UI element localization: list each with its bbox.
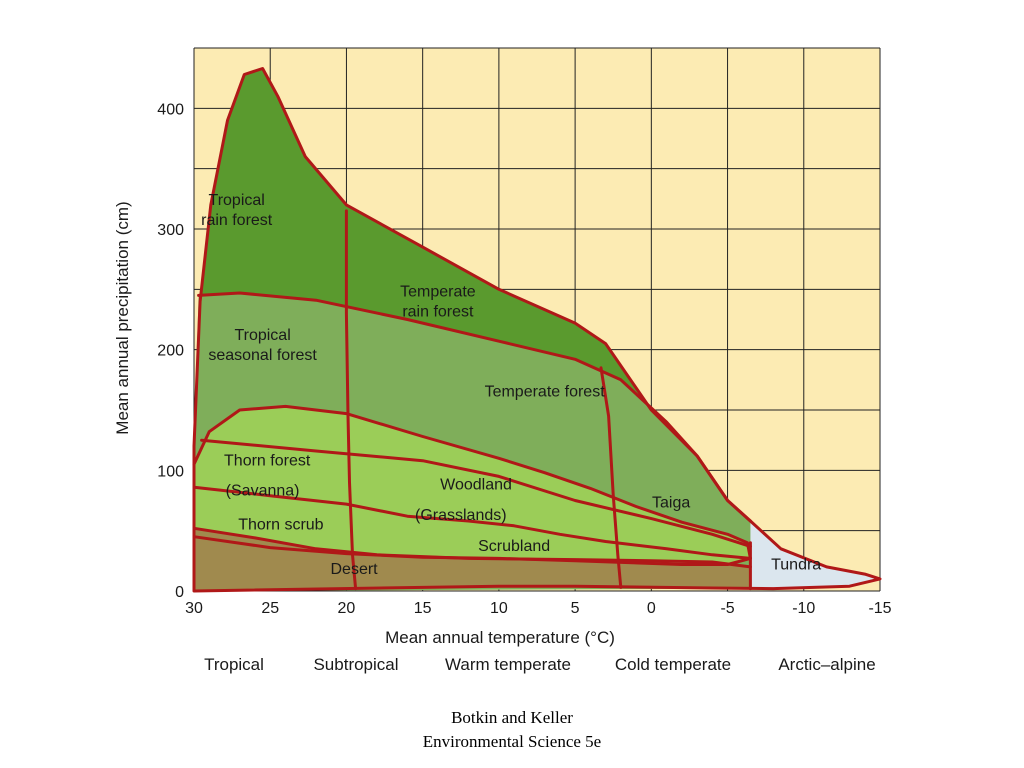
caption: Botkin and Keller Environmental Science … — [0, 706, 1024, 754]
biome-label-grasslands: (Grasslands) — [415, 507, 507, 524]
biome-label-savanna: (Savanna) — [226, 483, 300, 500]
x-tick-label: 15 — [414, 600, 432, 617]
biome-label-line: rain forest — [201, 212, 273, 229]
biome-label-tundra: Tundra — [771, 556, 821, 573]
biome-label-thorn-scrub: Thorn scrub — [238, 516, 323, 533]
boundary-line-5 — [344, 209, 358, 591]
biome-label-woodland: Woodland — [440, 477, 512, 494]
climate-zone-label: Arctic–alpine — [778, 655, 875, 674]
x-axis-title: Mean annual temperature (°C) — [385, 628, 615, 647]
biome-label-line: Scrubland — [478, 538, 550, 555]
y-tick-label: 0 — [175, 584, 184, 601]
climate-zone-labels: Tropical Subtropical Warm temperate Cold te… — [204, 655, 876, 674]
y-tick-label: 400 — [157, 101, 184, 118]
biome-label-line: (Savanna) — [226, 483, 300, 500]
y-tick-label: 300 — [157, 222, 184, 239]
climate-zone-label: Subtropical — [313, 655, 398, 674]
region-woodland — [194, 406, 751, 565]
biome-label-line: Thorn forest — [224, 453, 311, 470]
biome-regions — [194, 68, 880, 591]
biome-label-temperate-forest: Temperate forest — [485, 384, 606, 401]
biome-label-line: Woodland — [440, 477, 512, 494]
x-tick-label: -5 — [720, 600, 734, 617]
biome-label-scrubland: Scrubland — [478, 538, 550, 555]
biome-label-line: seasonal forest — [208, 347, 317, 364]
x-tick-label: -10 — [792, 600, 815, 617]
biome-label-line: (Grasslands) — [415, 507, 507, 524]
x-tick-label: 20 — [338, 600, 356, 617]
biome-boundaries — [192, 67, 882, 593]
boundary-line-0 — [197, 291, 752, 523]
biome-label-thorn-forest: Thorn forest — [224, 453, 311, 470]
x-tick-label: 5 — [571, 600, 580, 617]
biome-label-tropical-rain-forest: Tropical rain forest — [201, 192, 273, 229]
x-tick-label: -15 — [868, 600, 891, 617]
boundary-line-3 — [192, 485, 752, 560]
biome-label-line: Tundra — [771, 556, 821, 573]
x-tick-label: 25 — [261, 600, 279, 617]
boundary-line-2 — [200, 438, 752, 548]
biome-label-line: Desert — [331, 561, 379, 578]
biome-label-line: Temperate — [400, 284, 476, 301]
biome-label-line: Tropical — [209, 192, 265, 209]
boundary-line-6 — [599, 366, 623, 589]
x-tick-label: 0 — [647, 600, 656, 617]
biome-label-temperate-rain-forest: Temperate rain forest — [400, 284, 476, 321]
boundary-outline — [192, 67, 882, 593]
biome-label-tropical-seasonal-forest: Tropical seasonal forest — [208, 327, 317, 364]
biome-label-line: Taiga — [652, 495, 690, 512]
caption-authors: Botkin and Keller — [451, 708, 573, 727]
biome-label-line: Thorn scrub — [238, 516, 323, 533]
climate-zone-label: Tropical — [204, 655, 264, 674]
biome-label-desert: Desert — [331, 561, 379, 578]
y-axis-title: Mean annual precipitation (cm) — [113, 201, 132, 434]
biome-label-line: Temperate forest — [485, 384, 606, 401]
x-tick-labels: 30 25 20 15 10 5 0 -5 -10 -15 — [185, 600, 892, 617]
y-tick-label: 100 — [157, 463, 184, 480]
x-tick-label: 10 — [490, 600, 508, 617]
y-tick-label: 200 — [157, 343, 184, 360]
climate-zone-label: Warm temperate — [445, 655, 571, 674]
caption-book: Environmental Science 5e — [422, 732, 602, 751]
boundary-line-4 — [192, 526, 752, 569]
y-tick-labels: 0 100 200 300 400 — [157, 101, 184, 601]
biome-label-line: rain forest — [402, 304, 474, 321]
x-tick-label: 30 — [185, 600, 203, 617]
climate-zone-label: Cold temperate — [615, 655, 731, 674]
biome-label-line: Tropical — [234, 327, 290, 344]
biome-label-taiga: Taiga — [652, 495, 690, 512]
